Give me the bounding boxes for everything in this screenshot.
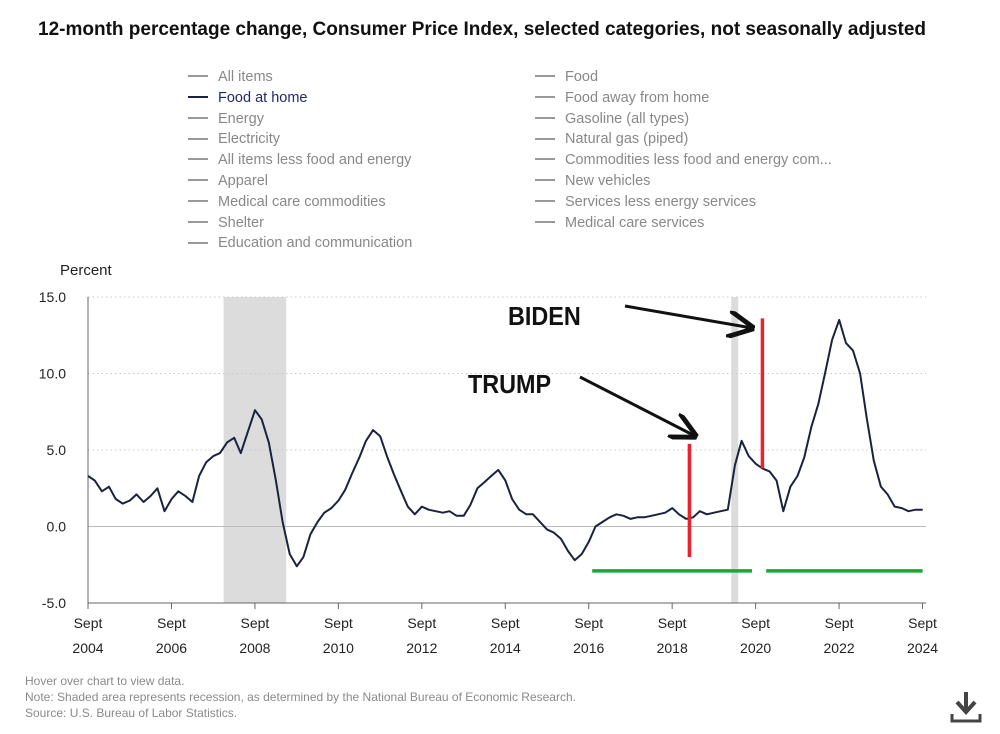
x-tick-month: Sept [324,615,353,631]
x-tick-year: 2004 [72,640,103,656]
legend-swatch [535,199,555,202]
legend-item[interactable]: Natural gas (piped) [535,129,875,150]
x-tick-month: Sept [157,615,186,631]
legend-label: Medical care commodities [218,193,386,210]
x-tick-month: Sept [908,615,937,631]
y-tick-label: 0.0 [47,519,67,535]
legend-swatch [188,116,208,119]
x-tick-year: 2022 [824,640,855,656]
x-tick-year: 2020 [740,640,771,656]
annotation-label-trump: TRUMP [468,371,551,399]
legend-item[interactable]: Apparel [188,171,528,192]
grid [88,296,926,527]
legend-item[interactable]: Shelter [188,213,528,234]
legend-label: All items [218,69,273,85]
legend-label: Food at home [218,89,308,106]
y-axis-label: Percent [60,262,113,279]
legend-label: All items less food and energy [218,152,412,169]
legend-item[interactable]: Gasoline (all types) [535,109,875,130]
legend-item[interactable]: Medical care commodities [188,192,528,213]
legend-item[interactable]: Commodities less food and energy com... [535,150,875,171]
x-tick-month: Sept [241,615,270,631]
legend-swatch [535,137,555,140]
legend-label: Education and communication [218,235,413,252]
legend-label: Energy [218,110,264,127]
y-tick-label: 15.0 [39,289,66,305]
x-tick-year: 2018 [657,640,688,656]
x-tick-month: Sept [658,615,687,631]
legend-swatch [535,158,555,161]
x-tick-year: 2008 [239,640,270,656]
x-tick-year: 2024 [907,640,938,656]
legend-label: Shelter [218,214,264,231]
legend-item[interactable]: Education and communication [188,233,528,254]
arrow-trump [579,375,695,436]
legend-swatch [188,158,208,161]
download-icon[interactable] [950,690,982,724]
legend-label: New vehicles [565,172,651,189]
legend-swatch [535,116,555,119]
recession-note: Note: Shaded area represents recession, … [25,690,576,704]
legend-label: Natural gas (piped) [565,131,689,148]
hover-hint: Hover over chart to view data. [25,674,185,688]
legend-label: Commodities less food and energy com... [565,152,832,169]
chart-notes: Hover over chart to view data. Note: Sha… [25,673,576,721]
x-tick-year: 2016 [573,640,604,656]
series-line-food-at-home [87,318,923,568]
legend-item[interactable]: Food away from home [535,88,875,109]
legend-item[interactable]: Services less energy services [535,192,875,213]
axes: 15.0 10.0 5.0 0.0 -5.0 Sept 2004 Sept 2006 Sept 20… [39,289,939,656]
legend-swatch [188,95,208,98]
legend-item[interactable]: New vehicles [535,171,875,192]
legend-swatch [188,241,208,244]
series-lines [87,318,923,568]
x-tick-year: 2006 [156,640,187,656]
legend-swatch [188,179,208,182]
legend-item[interactable]: All items less food and energy [188,150,528,171]
legend-item[interactable]: Food at home [188,88,528,109]
x-tick-month: Sept [491,615,520,631]
x-tick-month: Sept [74,615,103,631]
legend-swatch [535,95,555,98]
legend-item[interactable]: Food [535,67,875,88]
arrow-biden [624,304,752,328]
legend-label: Food [565,69,599,85]
legend-label: Apparel [218,172,268,189]
legend-left-column: All items Food at home Energy Electricity Al… [188,67,528,254]
y-tick-label: -5.0 [42,595,66,611]
x-tick-year: 2012 [406,640,437,656]
y-tick-label: 10.0 [39,366,66,382]
legend-label: Medical care services [565,214,705,231]
legend-label: Gasoline (all types) [565,110,690,127]
annotations: BIDEN TRUMP [468,303,923,573]
legend-label: Services less energy services [565,193,756,210]
annotation-label-biden: BIDEN [508,303,581,331]
legend-swatch [188,75,208,78]
legend-label: Food away from home [565,89,710,106]
source-note: Source: U.S. Bureau of Labor Statistics. [25,706,238,720]
legend-swatch [535,179,555,182]
y-tick-label: 5.0 [47,442,67,458]
legend-swatch [188,199,208,202]
recession-band [731,297,739,603]
legend-swatch [188,220,208,223]
legend-label: Electricity [218,131,281,148]
x-tick-month: Sept [825,615,854,631]
x-tick-year: 2014 [490,640,521,656]
x-tick-year: 2010 [323,640,354,656]
x-tick-month: Sept [407,615,436,631]
legend-item[interactable]: Electricity [188,129,528,150]
legend-item[interactable]: Energy [188,109,528,130]
legend-swatch [535,220,555,223]
legend-swatch [188,137,208,140]
x-tick-month: Sept [741,615,770,631]
legend-item[interactable]: All items [188,67,528,88]
chart-title: 12-month percentage change, Consumer Pri… [38,19,927,40]
legend-swatch [535,75,555,78]
legend-right-column: Food Food away from home Gasoline (all typ… [535,67,875,233]
legend-item[interactable]: Medical care services [535,213,875,234]
x-tick-month: Sept [574,615,603,631]
